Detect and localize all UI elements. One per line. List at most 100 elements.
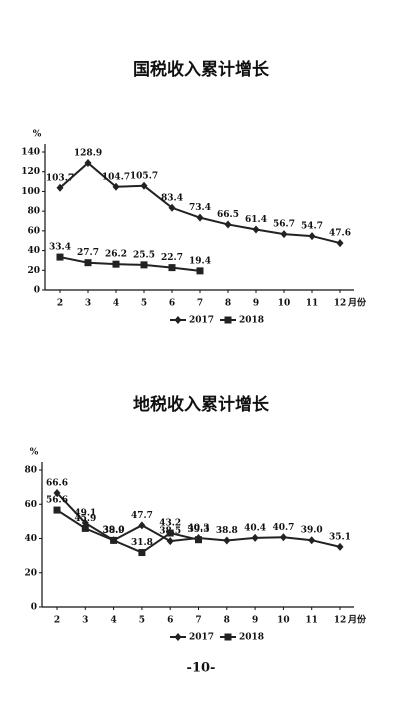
marker xyxy=(140,181,148,190)
series-line xyxy=(56,509,199,554)
x-tick-label: 9 xyxy=(252,616,258,626)
x-label: 月份 xyxy=(347,297,367,309)
marker xyxy=(279,533,287,542)
y-tick-label: 20 xyxy=(27,266,40,276)
marker xyxy=(84,158,92,167)
marker xyxy=(56,253,64,261)
x-tick-label: 6 xyxy=(167,616,173,626)
x-tick-label: 2 xyxy=(57,299,63,309)
data-label: 73.4 xyxy=(189,203,211,213)
series-line xyxy=(59,256,201,272)
y-tick-label: 140 xyxy=(21,148,40,158)
legend-label: 2018 xyxy=(239,316,264,326)
data-label: 103.7 xyxy=(46,173,74,183)
x-tick-label: 2 xyxy=(54,616,60,626)
marker xyxy=(53,488,61,497)
x-tick-label: 11 xyxy=(305,616,318,626)
x-tick-label: 11 xyxy=(306,299,319,309)
data-label: 40.4 xyxy=(244,523,266,533)
chart-title: 地税收入累计增长 xyxy=(133,394,270,415)
marker xyxy=(112,182,120,191)
data-label: 25.5 xyxy=(133,250,155,260)
marker xyxy=(174,633,182,641)
marker xyxy=(308,536,316,545)
marker xyxy=(53,506,61,514)
data-label: 40.3 xyxy=(188,523,210,533)
marker xyxy=(168,264,176,272)
x-tick-label: 12 xyxy=(334,616,347,626)
marker xyxy=(56,183,64,192)
data-label: 27.7 xyxy=(77,248,99,258)
y-tick-label: 80 xyxy=(27,207,40,217)
marker xyxy=(251,533,259,542)
marker xyxy=(224,633,232,641)
x-tick-label: 4 xyxy=(113,299,119,309)
data-label: 33.4 xyxy=(49,243,71,253)
marker xyxy=(81,524,89,532)
y-tick-label: 60 xyxy=(24,500,37,510)
x-tick-label: 9 xyxy=(253,299,259,309)
x-tick-label: 3 xyxy=(85,299,91,309)
data-label: 54.7 xyxy=(301,222,323,232)
x-tick-label: 8 xyxy=(224,616,230,626)
y-tick-label: 120 xyxy=(21,167,40,177)
data-label: 104.7 xyxy=(102,172,130,182)
marker xyxy=(168,203,176,212)
data-label: 22.7 xyxy=(161,253,183,263)
marker xyxy=(110,536,118,544)
data-label: 47.7 xyxy=(131,511,153,521)
data-label: 19.4 xyxy=(189,256,211,266)
marker xyxy=(308,232,316,241)
data-label: 66.5 xyxy=(217,210,239,220)
data-label: 45.9 xyxy=(74,514,96,524)
marker xyxy=(280,230,288,239)
data-label: 56.7 xyxy=(273,220,295,230)
legend-label: 2017 xyxy=(189,316,214,326)
marker xyxy=(138,549,146,557)
x-tick-label: 3 xyxy=(82,616,88,626)
marker xyxy=(166,529,174,537)
marker xyxy=(336,239,344,248)
x-tick-label: 10 xyxy=(277,616,290,626)
x-tick-label: 4 xyxy=(110,616,116,626)
data-label: 39.0 xyxy=(103,526,125,536)
y-tick-label: 0 xyxy=(31,603,37,613)
y-tick-label: 60 xyxy=(27,226,40,236)
x-tick-label: 5 xyxy=(139,616,145,626)
marker xyxy=(195,536,202,544)
marker xyxy=(224,316,232,324)
legend-label: 2018 xyxy=(239,633,264,643)
y-label: % xyxy=(33,130,42,140)
page-number: -10- xyxy=(187,661,216,676)
data-label: 43.2 xyxy=(159,519,181,529)
x-tick-label: 7 xyxy=(197,299,203,309)
chart-title: 国税收入累计增长 xyxy=(133,59,270,80)
marker xyxy=(196,267,204,275)
marker xyxy=(140,261,148,269)
data-label: 128.9 xyxy=(74,148,102,158)
data-label: 35.1 xyxy=(329,532,351,542)
y-tick-label: 20 xyxy=(24,568,37,578)
y-tick-label: 80 xyxy=(24,466,37,476)
data-label: 31.8 xyxy=(131,538,153,548)
x-tick-label: 7 xyxy=(195,616,201,626)
data-label: 39.3 xyxy=(188,525,210,535)
data-label: 49.1 xyxy=(74,508,96,518)
marker xyxy=(196,213,204,222)
data-label: 56.6 xyxy=(46,496,68,506)
y-tick-label: 40 xyxy=(27,246,40,256)
marker xyxy=(138,521,146,530)
legend-label: 2017 xyxy=(189,633,214,643)
y-label: % xyxy=(30,448,39,458)
x-tick-label: 12 xyxy=(334,299,347,309)
x-label: 月份 xyxy=(347,614,367,626)
data-label: 26.2 xyxy=(105,250,127,260)
marker xyxy=(112,260,120,268)
x-tick-label: 6 xyxy=(169,299,175,309)
marker xyxy=(174,316,182,324)
marker xyxy=(224,220,232,229)
data-label: 105.7 xyxy=(130,171,158,181)
x-tick-label: 10 xyxy=(278,299,291,309)
data-label: 47.6 xyxy=(329,229,351,239)
